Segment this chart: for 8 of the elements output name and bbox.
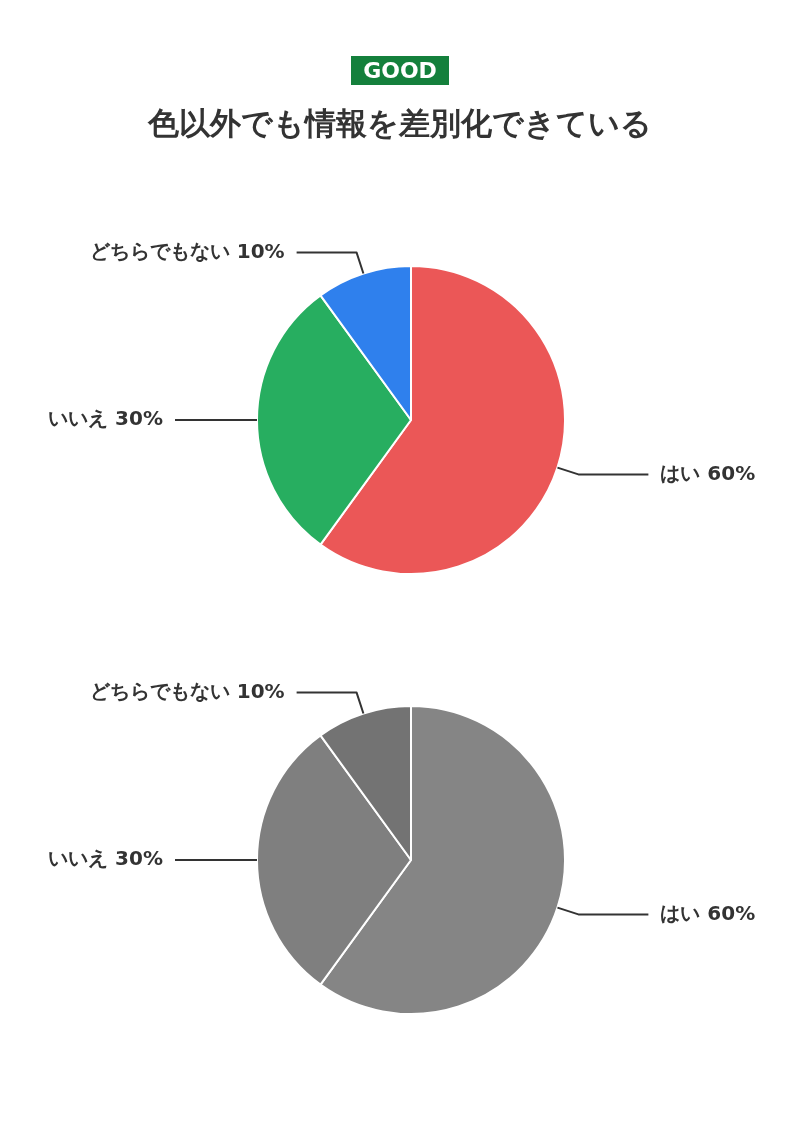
slice-label: はい 60%	[660, 900, 756, 925]
slice-label: はい 60%	[660, 460, 756, 485]
slice-label: どちらでもない 10%	[89, 678, 285, 703]
chart-title: 色以外でも情報を差別化できている	[146, 104, 653, 143]
chart-subtitle: GOOD	[351, 56, 449, 85]
slice-label: いいえ 30%	[48, 846, 163, 871]
slice-label: いいえ 30%	[48, 406, 163, 431]
slice-label: どちらでもない 10%	[89, 238, 285, 263]
